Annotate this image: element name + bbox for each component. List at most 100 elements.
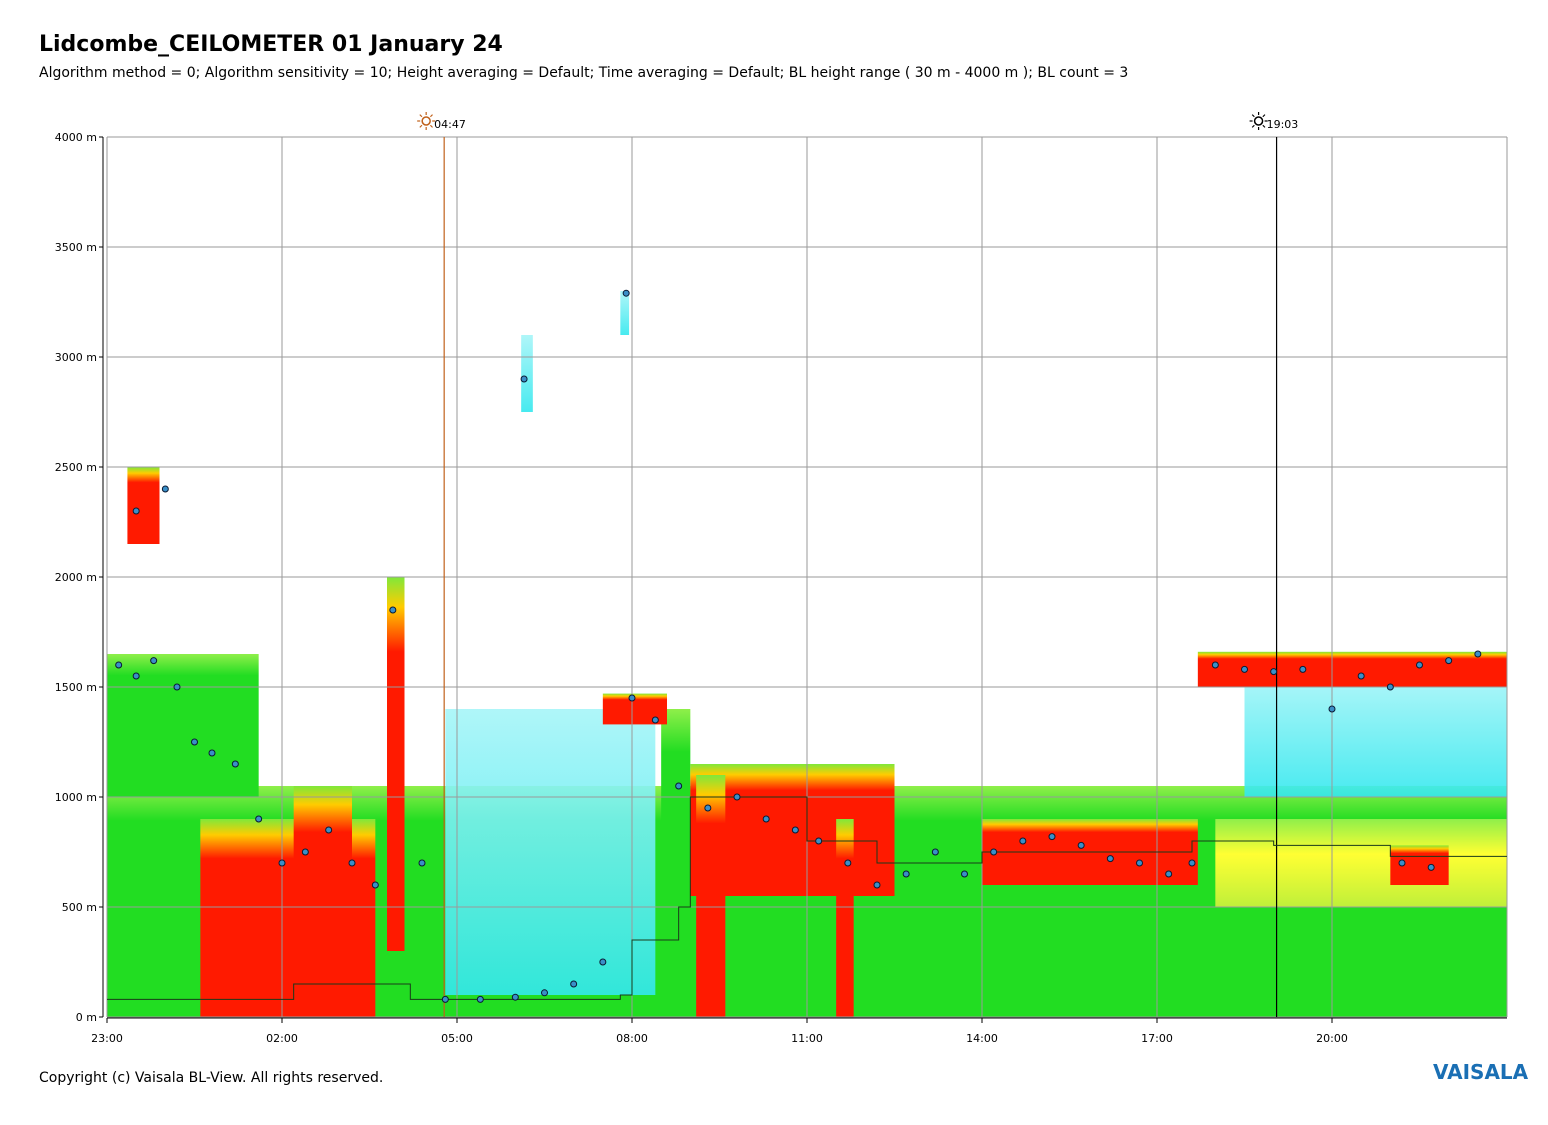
bl-point (208, 749, 216, 757)
sunset-icon (1249, 112, 1268, 130)
bl-point (132, 507, 140, 515)
x-tick-label: 20:00 (1316, 1032, 1348, 1045)
sunrise-icon-ray (419, 114, 423, 118)
bl-point (570, 980, 578, 988)
backscatter-layer-faint (620, 291, 630, 335)
bl-point (1474, 650, 1482, 658)
sunrise-time-label: 04:47 (434, 118, 466, 131)
bl-point (371, 881, 379, 889)
y-tick-label: 1000 m (55, 791, 97, 804)
bl-point (1386, 683, 1394, 691)
backscatter-layer-mid (1215, 819, 1507, 907)
x-tick-label: 08:00 (616, 1032, 648, 1045)
y-tick-label: 2000 m (55, 571, 97, 584)
sunrise-icon-sun (421, 116, 431, 126)
bl-point (651, 716, 659, 724)
axes: 0 m 500 m 1000 m 1500 m 2000 m 2500 m 3000 m 35… (55, 131, 1507, 1045)
sunset-icon-ray (1262, 114, 1266, 118)
bl-point (191, 738, 198, 746)
bl-point (1445, 657, 1453, 665)
backscatter-layer-high (1197, 651, 1507, 687)
x-tick-label: 05:00 (441, 1032, 473, 1045)
x-tick-label: 02:00 (266, 1032, 298, 1045)
bl-point (1106, 855, 1114, 863)
bl-point (1048, 833, 1056, 841)
bl-point (931, 848, 939, 856)
y-tick-label: 3500 m (55, 241, 97, 254)
backscatter-layer-low (661, 709, 691, 995)
y-tick-label: 3000 m (55, 351, 97, 364)
bl-point (990, 848, 998, 856)
bl-point (599, 958, 607, 966)
bl-point (1398, 859, 1406, 867)
bl-point (1188, 859, 1196, 867)
bl-point (1019, 837, 1027, 845)
bl-point (132, 672, 140, 680)
bl-point (1077, 841, 1085, 849)
sunrise-icon-ray (429, 114, 433, 118)
bl-point (873, 881, 881, 889)
sunset-icon-ray (1251, 114, 1255, 118)
bl-point (622, 289, 630, 297)
bl-point (389, 606, 397, 614)
sunrise-icon (417, 112, 436, 130)
backscatter-layer-high (696, 775, 726, 1017)
sunset-icon-sun (1253, 116, 1264, 126)
backscatter-layer-high (127, 467, 160, 544)
y-tick-label: 1500 m (55, 681, 97, 694)
sunset-icon-ray (1262, 124, 1266, 128)
bl-point (1270, 668, 1278, 676)
bl-point (348, 859, 356, 867)
chart-title: Lidcombe_CEILOMETER 01 January 24 (39, 32, 503, 57)
bl-point (511, 993, 519, 1001)
bl-point (325, 826, 333, 834)
bl-point (628, 694, 636, 702)
bl-point (704, 804, 712, 812)
bl-point (115, 661, 123, 669)
bl-point (1136, 859, 1143, 867)
bl-point (418, 859, 426, 867)
bl-point (961, 870, 968, 878)
bl-point (541, 989, 548, 997)
backscatter-layer-high (387, 577, 405, 951)
bl-point (173, 683, 181, 691)
bl-point (1328, 705, 1336, 713)
bl-point (1165, 870, 1173, 878)
y-tick-label: 0 m (76, 1011, 97, 1024)
vaisala-logo: VAISALA (1433, 1060, 1529, 1084)
bl-point (161, 485, 169, 493)
bl-point (150, 657, 158, 665)
x-tick-label: 23:00 (91, 1032, 123, 1045)
backscatter-layer-high (293, 786, 352, 1017)
bl-point (791, 826, 799, 834)
bl-point (1416, 661, 1423, 669)
backscatter-layer-faint (1244, 676, 1507, 797)
x-tick-label: 11:00 (791, 1032, 823, 1045)
bl-point (902, 870, 910, 878)
backscatter-layer-high (836, 819, 854, 1017)
y-tick-label: 4000 m (55, 131, 97, 144)
chart-subtitle: Algorithm method = 0; Algorithm sensitiv… (39, 65, 1129, 81)
y-tick-label: 2500 m (55, 461, 97, 474)
bl-point (762, 815, 770, 823)
bl-point (1211, 661, 1219, 669)
y-tick-label: 500 m (62, 901, 97, 914)
sunset-icon-ray (1251, 124, 1255, 128)
sunrise-icon-ray (419, 124, 423, 128)
backscatter-layer-high (1390, 845, 1449, 885)
bl-point (231, 760, 239, 768)
backscatter-layer-faint (445, 709, 656, 995)
bl-point (1427, 863, 1435, 871)
bl-point (844, 859, 852, 867)
x-tick-label: 14:00 (966, 1032, 998, 1045)
bl-point (1241, 665, 1248, 673)
sunrise-icon-ray (429, 124, 433, 128)
bl-point (815, 837, 823, 845)
bl-points (115, 289, 1482, 1003)
backscatter-layer-faint (521, 335, 533, 412)
sun-events: 04:47 19:03 (417, 112, 1298, 1017)
bl-point (1357, 672, 1365, 680)
bl-point (441, 995, 449, 1003)
bl-point (1299, 665, 1307, 673)
